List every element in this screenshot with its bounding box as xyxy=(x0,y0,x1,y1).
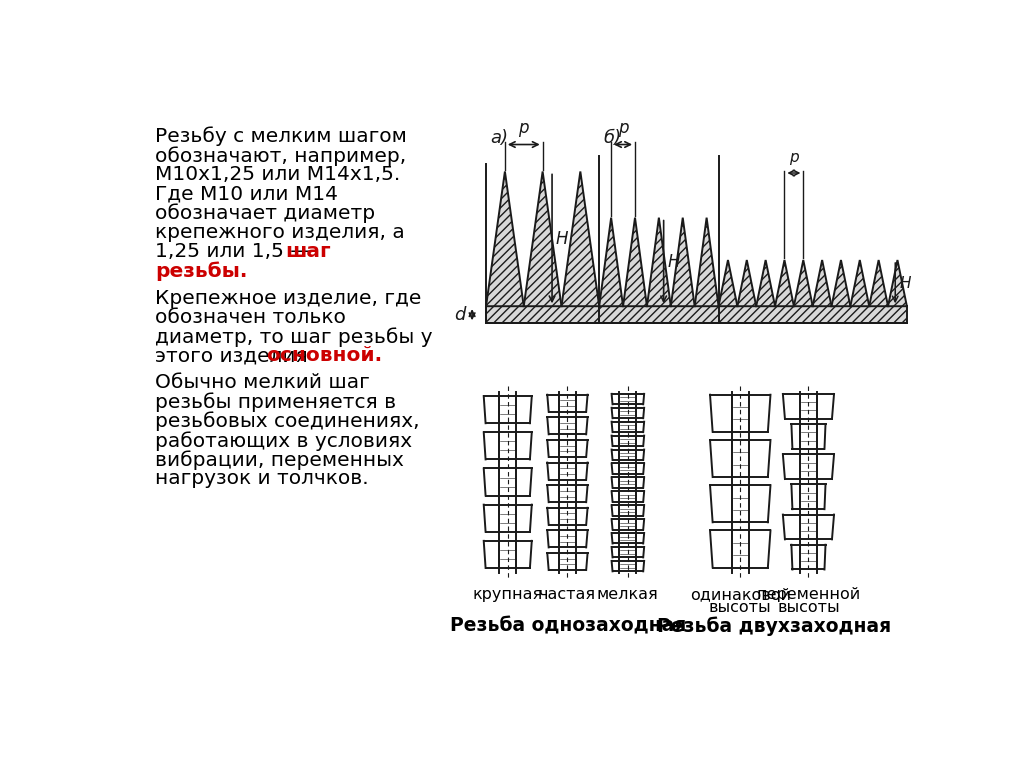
Text: б): б) xyxy=(603,129,622,147)
Polygon shape xyxy=(671,217,694,306)
FancyBboxPatch shape xyxy=(486,306,907,323)
Text: Н: Н xyxy=(556,230,568,248)
Text: мелкая: мелкая xyxy=(597,588,658,602)
Text: Н: Н xyxy=(668,253,680,271)
Text: высоты: высоты xyxy=(777,600,840,614)
Polygon shape xyxy=(523,171,561,306)
Polygon shape xyxy=(794,260,813,306)
Polygon shape xyxy=(719,260,737,306)
Text: резьбы.: резьбы. xyxy=(155,262,248,281)
Text: работающих в условиях: работающих в условиях xyxy=(155,431,413,451)
Text: вибрации, переменных: вибрации, переменных xyxy=(155,450,404,470)
Text: Резьба двухзаходная: Резьба двухзаходная xyxy=(657,617,892,636)
Polygon shape xyxy=(775,260,794,306)
Polygon shape xyxy=(647,217,671,306)
Text: Резьбу с мелким шагом: Резьбу с мелким шагом xyxy=(155,127,407,147)
Polygon shape xyxy=(623,217,647,306)
Polygon shape xyxy=(869,260,888,306)
Text: обозначают, например,: обозначают, например, xyxy=(155,146,407,166)
Text: обозначен только: обозначен только xyxy=(155,308,346,326)
Polygon shape xyxy=(831,260,850,306)
Text: высоты: высоты xyxy=(709,600,771,614)
Text: Н: Н xyxy=(899,276,910,290)
Polygon shape xyxy=(694,217,719,306)
Text: а): а) xyxy=(489,129,508,147)
Text: р: р xyxy=(518,119,529,137)
Text: Резьба однозаходная: Резьба однозаходная xyxy=(450,617,686,636)
Text: Обычно мелкий шаг: Обычно мелкий шаг xyxy=(155,373,370,392)
Text: р: р xyxy=(790,151,799,165)
Text: р: р xyxy=(617,119,629,137)
Text: 1,25 или 1,5 —: 1,25 или 1,5 — xyxy=(155,243,316,261)
Polygon shape xyxy=(599,217,623,306)
Polygon shape xyxy=(888,260,907,306)
Text: d: d xyxy=(455,306,466,323)
Text: резьбы применяется в: резьбы применяется в xyxy=(155,392,396,412)
Text: частая: частая xyxy=(539,588,596,602)
Text: этого изделия: этого изделия xyxy=(155,346,314,366)
Polygon shape xyxy=(561,171,599,306)
Text: крупная: крупная xyxy=(473,588,543,602)
Polygon shape xyxy=(850,260,869,306)
Text: резьбовых соединениях,: резьбовых соединениях, xyxy=(155,412,420,432)
Text: шаг: шаг xyxy=(286,243,331,261)
Text: переменной: переменной xyxy=(757,588,860,602)
Polygon shape xyxy=(486,171,523,306)
Text: одинаковой: одинаковой xyxy=(690,588,791,602)
Text: крепежного изделия, а: крепежного изделия, а xyxy=(155,223,404,242)
Text: М10х1,25 или М14х1,5.: М10х1,25 или М14х1,5. xyxy=(155,165,400,184)
Text: Крепежное изделие, где: Крепежное изделие, где xyxy=(155,289,422,307)
Text: основной.: основной. xyxy=(266,346,382,366)
Text: диаметр, то шаг резьбы у: диаметр, то шаг резьбы у xyxy=(155,327,432,346)
Text: Где М10 или М14: Где М10 или М14 xyxy=(155,184,338,204)
Polygon shape xyxy=(756,260,775,306)
Polygon shape xyxy=(813,260,831,306)
Polygon shape xyxy=(737,260,756,306)
Text: нагрузок и толчков.: нагрузок и толчков. xyxy=(155,469,369,488)
Text: обозначает диаметр: обозначает диаметр xyxy=(155,204,375,223)
